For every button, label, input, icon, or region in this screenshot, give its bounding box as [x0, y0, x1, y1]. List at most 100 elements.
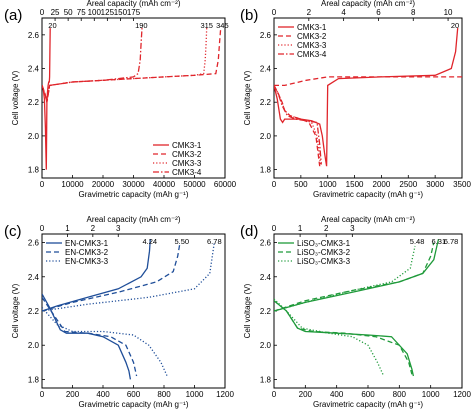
x2-tick-label: 10	[444, 8, 453, 17]
x-tick-label: 1200	[216, 390, 234, 399]
x-tick-label: 500	[294, 180, 308, 189]
y-tick-label: 2.4	[28, 273, 40, 282]
x-tick-label: 800	[157, 390, 171, 399]
x-axis-title: Gravimetric capacity (mAh g⁻¹)	[78, 190, 188, 199]
panel-label: (a)	[4, 7, 22, 24]
x-tick-label: 1200	[453, 390, 471, 399]
y-tick-label: 2.0	[28, 132, 40, 141]
series-line-2	[274, 298, 385, 377]
capacity-annotation: 6.78	[207, 237, 222, 246]
legend-label: CMK3-4	[297, 50, 327, 59]
x2-tick-label: 50	[64, 8, 73, 17]
x2-tick-label: 0	[40, 224, 45, 233]
x2-tick-label: 4	[341, 8, 346, 17]
x-axis-title: Gravimetric capacity (mAh g⁻¹)	[313, 190, 423, 199]
series-line-0	[274, 28, 459, 167]
capacity-annotation: 20	[451, 21, 459, 30]
legend-label: LiSO₃-CMK3-2	[297, 248, 351, 257]
capacity-annotation: 315	[200, 21, 213, 30]
x2-tick-label: 2	[324, 224, 329, 233]
x2-tick-label: 0	[272, 8, 277, 17]
y-tick-label: 1.8	[260, 166, 272, 175]
x2-tick-label: 125	[101, 8, 115, 17]
legend-label: CMK3-3	[297, 41, 327, 50]
x2-axis-title: Areal capacity (mAh cm⁻²)	[86, 0, 180, 8]
x2-tick-label: 3	[350, 224, 355, 233]
series-line-2	[42, 307, 168, 377]
x2-tick-label: 1	[65, 224, 70, 233]
series-line-1	[274, 300, 413, 375]
legend-label: CMK3-2	[172, 150, 202, 159]
x-tick-label: 400	[96, 390, 110, 399]
y-tick-label: 1.8	[28, 375, 40, 384]
x-tick-label: 40000	[153, 180, 176, 189]
series-line-1	[274, 85, 321, 167]
x-tick-label: 600	[127, 390, 141, 399]
x-tick-label: 3000	[426, 180, 444, 189]
x2-tick-label: 0	[40, 8, 45, 17]
x-tick-label: 200	[66, 390, 80, 399]
y-tick-label: 2.2	[28, 307, 40, 316]
legend-label: EN-CMK3-2	[65, 248, 109, 257]
y-tick-label: 2.2	[28, 98, 40, 107]
y-tick-label: 2.2	[260, 98, 272, 107]
y-tick-label: 1.8	[260, 375, 272, 384]
x-tick-label: 1500	[346, 180, 364, 189]
x-tick-label: 600	[361, 390, 375, 399]
x-tick-label: 1000	[319, 180, 337, 189]
x-tick-label: 1000	[186, 390, 204, 399]
series-line-0	[274, 300, 415, 377]
x2-tick-label: 75	[77, 8, 86, 17]
x-tick-label: 800	[393, 390, 407, 399]
legend-label: CMK3-1	[297, 23, 327, 32]
capacity-annotation: 4.24	[142, 237, 157, 246]
capacity-annotation: 6.31	[431, 237, 446, 246]
y-tick-label: 2.2	[260, 307, 272, 316]
panel-0: (a) 0 10000 20000 30000 40000 50000 60000 1.8 2.0…	[4, 0, 237, 199]
x2-tick-label: 150	[114, 8, 128, 17]
y-axis-title: Cell voltage (V)	[243, 70, 252, 125]
series-line-3	[274, 85, 322, 165]
y-tick-label: 2.0	[28, 341, 40, 350]
series-line-2	[274, 245, 416, 312]
capacity-annotation: 6.78	[444, 237, 459, 246]
capacity-annotation: 5.50	[174, 237, 189, 246]
x-tick-label: 2000	[373, 180, 391, 189]
series-line-0	[274, 238, 440, 312]
legend-label: CMK3-4	[172, 168, 202, 177]
panel-label: (b)	[240, 7, 258, 24]
x2-tick-label: 0	[272, 224, 277, 233]
y-axis-title: Cell voltage (V)	[243, 283, 252, 338]
series-line-2	[42, 242, 215, 312]
legend-label: EN-CMK3-3	[65, 257, 109, 266]
x-tick-label: 1000	[422, 390, 440, 399]
panel-label: (d)	[240, 223, 258, 240]
legend-label: CMK3-1	[172, 141, 202, 150]
x2-tick-label: 25	[51, 8, 60, 17]
x-tick-label: 50000	[183, 180, 206, 189]
x-tick-label: 0	[40, 390, 45, 399]
x2-tick-label: 3	[116, 224, 121, 233]
x-tick-label: 3500	[453, 180, 471, 189]
legend-label: CMK3-2	[297, 32, 327, 41]
y-tick-label: 2.6	[260, 239, 272, 248]
panel-label: (c)	[4, 223, 22, 240]
series-line-1	[274, 76, 462, 87]
y-tick-label: 2.4	[28, 65, 40, 74]
y-tick-label: 2.4	[260, 273, 272, 282]
series-line-2	[42, 28, 208, 103]
x2-tick-label: 6	[376, 8, 381, 17]
panel-3: (d)0 200 400 600 800 1000 12001.82.02.22.42.60…	[240, 215, 471, 409]
x-tick-label: 60000	[214, 180, 237, 189]
y-tick-label: 2.6	[260, 31, 272, 40]
series-line-0	[42, 239, 151, 312]
y-tick-label: 1.8	[28, 166, 40, 175]
y-axis-title: Cell voltage (V)	[11, 283, 20, 338]
x2-axis-title: Areal capacity (mAh cm⁻²)	[86, 215, 180, 224]
x-tick-label: 0	[272, 390, 277, 399]
legend-label: EN-CMK3-1	[65, 239, 109, 248]
x2-tick-label: 2	[91, 224, 96, 233]
panel-2: (c)0 200 400 600 800 1000 12001.82.02.22.42.60…	[4, 215, 234, 409]
series-line-3	[42, 28, 143, 103]
x-tick-label: 0	[272, 180, 277, 189]
